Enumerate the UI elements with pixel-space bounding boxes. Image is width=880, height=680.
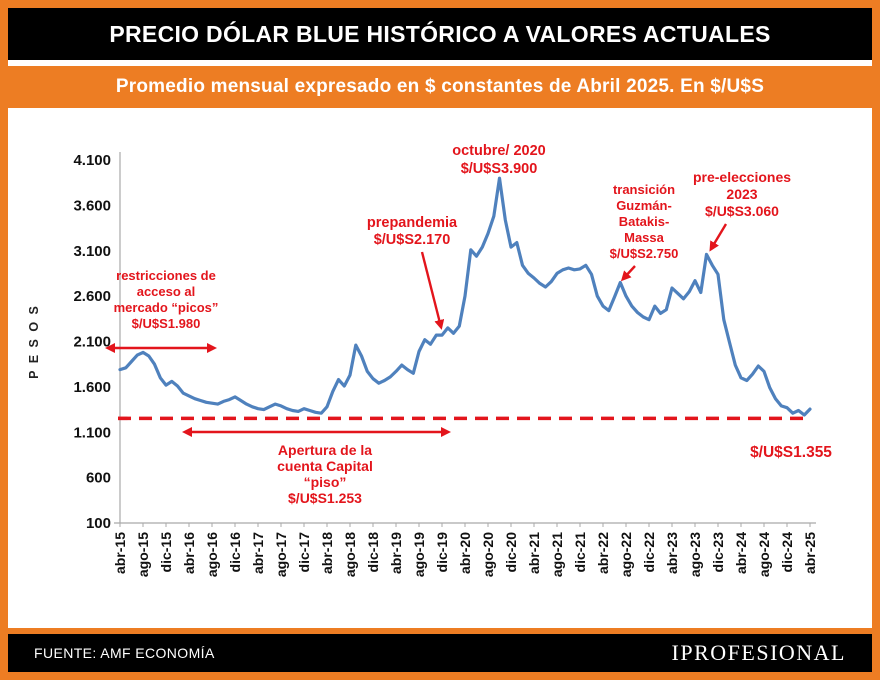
annotation-text: Batakis- [619,214,670,229]
footer-bar: FUENTE: AMF ECONOMÍA IPROFESIONAL [8,634,872,672]
x-tick-label: abr-20 [457,532,473,574]
y-tick-labels: 4.100 3.600 3.100 2.600 2.100 1.600 1.100 600 10… [73,152,111,532]
x-tick-label: abr-24 [733,532,749,574]
annotation-text: $/U$S1.355 [750,444,832,461]
x-tick-labels: abr-15 ago-15 dic-15 abr-16 ago-16 dic-16 abr-… [112,523,818,577]
x-tick-label: ago-21 [549,532,565,577]
chart-panel: 4.100 3.600 3.100 2.600 2.100 1.600 1.100 600 10… [8,108,872,628]
x-tick-label: dic-16 [227,532,243,573]
annotation-arrow [420,251,445,330]
y-tick-label: 3.600 [73,197,111,214]
x-tick-label: dic-22 [641,532,657,573]
annotation-text: 2023 [726,186,757,202]
x-tick-label: ago-22 [618,532,634,577]
x-tick-label: abr-16 [181,532,197,574]
x-tick-label: dic-20 [503,532,519,573]
annotation-text: $/U$S3.060 [705,203,779,219]
annotation-text: $/U$S2.750 [610,246,679,261]
annotation-text: acceso al [137,284,196,299]
source-label: FUENTE: AMF ECONOMÍA [34,645,215,661]
annotation-prepandemia: prepandemia$/U$S2.170 [367,215,458,330]
x-tick-label: ago-15 [135,532,151,577]
annotation-text: octubre/ 2020 [452,143,546,159]
x-tick-label: dic-21 [572,532,588,573]
x-tick-label: dic-23 [710,532,726,573]
annotation-text: Guzmán- [616,198,672,213]
x-tick-label: abr-18 [319,532,335,574]
y-tick-label: 3.100 [73,243,111,260]
annotation-text: mercado “picos” [114,300,219,315]
x-tick-label: abr-23 [664,532,680,574]
y-tick-label: 4.100 [73,152,111,169]
annotation-arrow [709,223,728,252]
annotation-text: transición [613,182,675,197]
annotation-valor-actual: $/U$S1.355 [750,444,832,461]
annotation-text: “piso” [304,474,347,490]
annotation-arrow [620,265,636,282]
x-tick-label: dic-18 [365,532,381,573]
annotation-octubre-2020: octubre/ 2020 $/U$S3.900 [452,143,546,177]
x-tick-label: ago-23 [687,532,703,577]
x-tick-label: ago-16 [204,532,220,577]
x-tick-label: ago-18 [342,532,358,577]
y-axis-title: P E S O S [27,304,41,379]
x-tick-label: ago-19 [411,532,427,577]
annotation-text: pre-elecciones [693,169,791,185]
dolar-blue-line-chart: 4.100 3.600 3.100 2.600 2.100 1.600 1.100 600 10… [27,143,832,577]
x-tick-label: ago-24 [756,532,772,577]
y-tick-label: 1.600 [73,379,111,396]
x-tick-label: abr-17 [250,532,266,574]
x-tick-label: dic-19 [434,532,450,573]
y-tick-label: 600 [86,470,111,487]
header-divider [8,60,872,66]
annotation-text: Apertura de la [278,442,372,458]
y-tick-label: 2.100 [73,334,111,351]
header-bar: PRECIO DÓLAR BLUE HISTÓRICO A VALORES AC… [8,8,872,60]
x-tick-label: dic-17 [296,532,312,573]
x-tick-label: abr-22 [595,532,611,574]
y-tick-label: 1.100 [73,424,111,441]
annotation-text: restricciones de [116,268,216,283]
annotation-text: $/U$S3.900 [461,161,538,177]
x-tick-label: ago-20 [480,532,496,577]
x-tick-label: dic-24 [779,532,795,573]
y-tick-label: 2.600 [73,288,111,305]
annotation-text: cuenta Capital [277,458,373,474]
x-tick-label: abr-19 [388,532,404,574]
price-line [118,176,812,417]
chart-subtitle: Promedio mensual expresado en $ constant… [115,76,765,97]
annotation-text: $/U$S1.980 [132,316,201,331]
annotation-text: prepandemia [367,215,458,231]
x-tick-label: dic-15 [158,532,174,573]
annotation-text: Massa [624,230,665,245]
subtitle-bar: Promedio mensual expresado en $ constant… [8,66,872,108]
iprofesional-logo: IPROFESIONAL [671,640,846,665]
annotation-text: $/U$S1.253 [288,490,362,506]
x-tick-label: abr-25 [802,532,818,574]
annotation-text: $/U$S2.170 [374,232,451,248]
x-tick-label: abr-21 [526,532,542,574]
x-tick-label: abr-15 [112,532,128,574]
page-title: PRECIO DÓLAR BLUE HISTÓRICO A VALORES AC… [109,20,771,47]
y-tick-label: 100 [86,515,111,532]
x-tick-label: ago-17 [273,532,289,577]
